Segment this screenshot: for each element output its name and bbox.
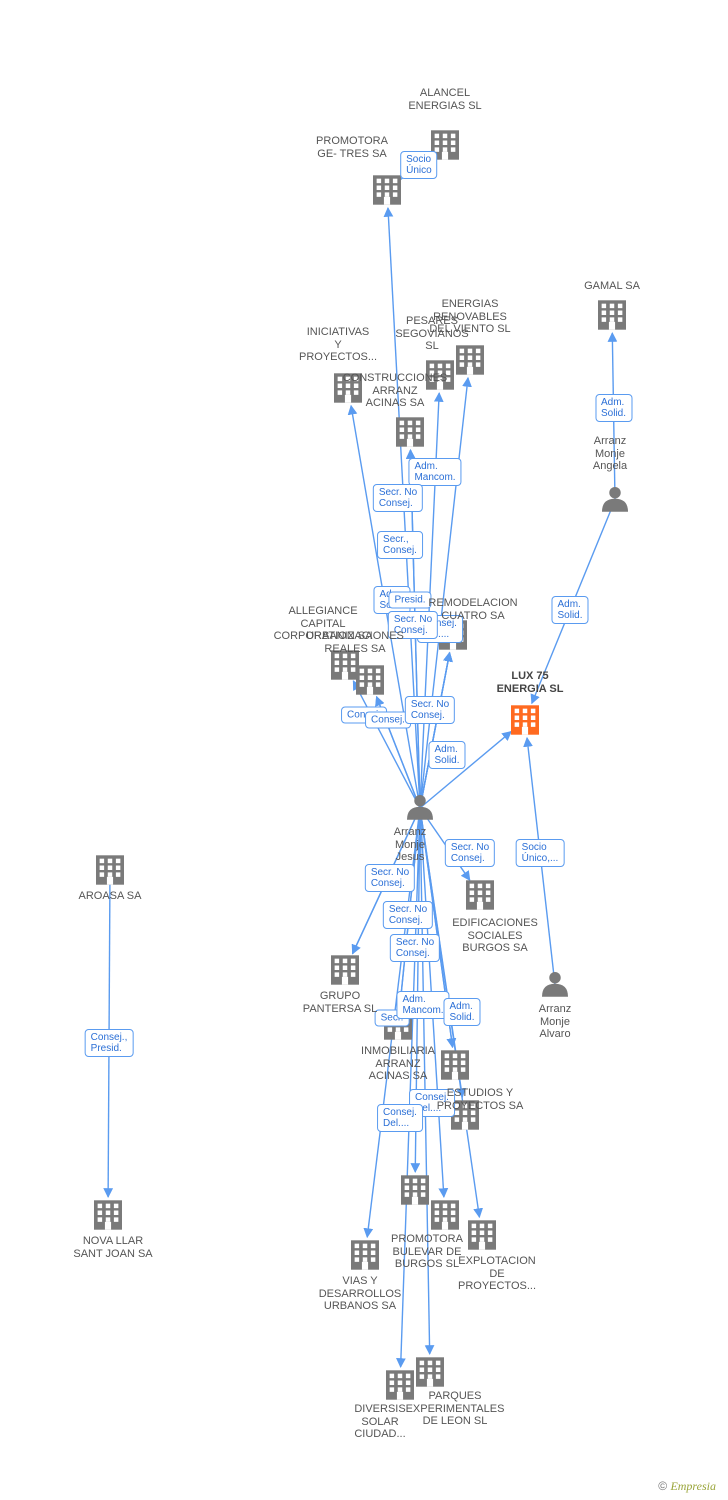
node-label[interactable]: Arranz Monje Jesus bbox=[394, 826, 426, 864]
node-label[interactable]: GRUPO PANTERSA SL bbox=[303, 990, 377, 1015]
node-label[interactable]: INICIATIVAS Y PROYECTOS... bbox=[299, 326, 377, 364]
copyright-symbol: © bbox=[658, 1479, 667, 1493]
edge-label: Secr. No Consej. bbox=[373, 484, 423, 512]
edge-label: Presid. bbox=[388, 592, 431, 609]
building-icon[interactable] bbox=[351, 1240, 379, 1269]
edge-label: Adm. Mancom. bbox=[396, 991, 449, 1019]
building-icon[interactable] bbox=[441, 1050, 469, 1079]
brand-name: Empresia bbox=[670, 1479, 716, 1493]
building-icon[interactable] bbox=[468, 1220, 496, 1249]
node-label[interactable]: NOVA LLAR SANT JOAN SA bbox=[73, 1235, 152, 1260]
edge-label: Secr. No Consej. bbox=[390, 934, 440, 962]
edge-label: Secr. No Consej. bbox=[365, 864, 415, 892]
building-icon[interactable] bbox=[356, 665, 384, 694]
building-icon[interactable] bbox=[401, 1175, 429, 1204]
edge-label: Adm. Solid. bbox=[595, 394, 632, 422]
building-icon[interactable] bbox=[331, 955, 359, 984]
node-label[interactable]: PROMOTORA GE- TRES SA bbox=[316, 135, 388, 160]
edge-label: Adm. Solid. bbox=[428, 741, 465, 769]
node-label[interactable]: ESTUDIOS Y PROYECTOS SA bbox=[437, 1087, 524, 1112]
edge-label: Adm. Mancom. bbox=[408, 458, 461, 486]
edge-label: Secr. No Consej. bbox=[445, 839, 495, 867]
node-label[interactable]: PESARES SEGOVIANOS SL bbox=[395, 315, 468, 353]
footer-copyright: © Empresia bbox=[658, 1479, 716, 1494]
node-label[interactable]: INMOBILIARIA ARRANZ ACINAS SA bbox=[361, 1045, 435, 1083]
node-label[interactable]: EXPLOTACION DE PROYECTOS... bbox=[458, 1255, 536, 1293]
node-label[interactable]: Arranz Monje Alvaro bbox=[539, 1003, 571, 1041]
node-label[interactable]: LUX 75 ENERGIA SL bbox=[497, 670, 564, 695]
node-label[interactable]: AROASA SA bbox=[79, 890, 142, 903]
node-label[interactable]: PARQUES EXPERIMENTALES DE LEON SL bbox=[406, 1390, 505, 1428]
edge-label: Adm. Solid. bbox=[551, 596, 588, 624]
building-icon[interactable] bbox=[466, 880, 494, 909]
building-icon[interactable] bbox=[431, 1200, 459, 1229]
building-icon[interactable] bbox=[396, 417, 424, 446]
building-icon[interactable] bbox=[96, 855, 124, 884]
node-label[interactable]: VIAS Y DESARROLLOS URBANOS SA bbox=[319, 1275, 402, 1313]
building-icon[interactable] bbox=[94, 1200, 122, 1229]
node-label[interactable]: URBANIZACIONES REALES SA bbox=[306, 630, 404, 655]
building-icon[interactable] bbox=[416, 1357, 444, 1386]
edge-label: Socio Único bbox=[400, 151, 438, 179]
edge-label: Secr. No Consej. bbox=[405, 696, 455, 724]
person-icon[interactable] bbox=[542, 972, 568, 997]
building-icon[interactable] bbox=[598, 300, 626, 329]
person-icon[interactable] bbox=[602, 487, 628, 512]
edge-label: Adm. Solid. bbox=[443, 998, 480, 1026]
edge-label: Secr. No Consej. bbox=[383, 901, 433, 929]
node-label[interactable]: PROMOTORA BULEVAR DE BURGOS SL bbox=[391, 1233, 463, 1271]
node-label[interactable]: Arranz Monje Angela bbox=[593, 435, 627, 473]
edge-label: Socio Único,... bbox=[516, 839, 565, 867]
person-icon[interactable] bbox=[407, 795, 433, 820]
node-label[interactable]: ALANCEL ENERGIAS SL bbox=[408, 87, 481, 112]
edge-label: Consej. Del.... bbox=[377, 1104, 423, 1132]
building-icon[interactable] bbox=[511, 705, 539, 734]
node-label[interactable]: GAMAL SA bbox=[584, 280, 640, 293]
node-label[interactable]: CONSTRUCCIONES ARRANZ ACINAS SA bbox=[343, 372, 448, 410]
node-label[interactable]: EDIFICACIONES SOCIALES BURGOS SA bbox=[452, 917, 538, 955]
edge-label: Secr., Consej. bbox=[377, 531, 423, 559]
edge-label: Consej., Presid. bbox=[85, 1029, 134, 1057]
node-label[interactable]: DIVERSIS SOLAR CIUDAD... bbox=[354, 1403, 405, 1441]
node-label[interactable]: REMODELACION CUATRO SA bbox=[428, 597, 517, 622]
building-icon[interactable] bbox=[373, 175, 401, 204]
